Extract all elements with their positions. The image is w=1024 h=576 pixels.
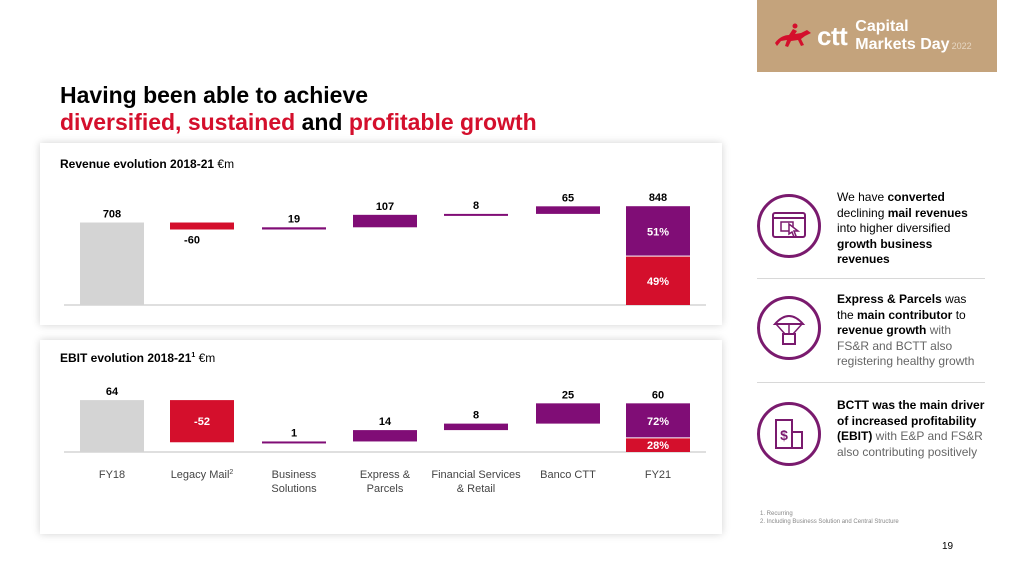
parachute-parcel-icon	[757, 296, 821, 360]
point-converted-revenues: We have converted declining mail revenue…	[757, 190, 985, 280]
bar-final-segment	[626, 438, 690, 452]
category-label: Banco CTT	[540, 469, 596, 481]
category-label: Parcels	[367, 483, 404, 495]
category-label: Business	[272, 469, 317, 481]
point-bctt-driver: $ BCTT was the main driver of increased …	[757, 398, 985, 488]
point-3-text: BCTT was the main driver of increased pr…	[837, 398, 985, 459]
bar-final-segment	[626, 206, 690, 256]
point-1-text: We have converted declining mail revenue…	[837, 190, 968, 266]
ctt-logo-text: ctt	[817, 20, 848, 51]
bar-final-segment	[626, 256, 690, 305]
point-express-parcels: Express & Parcels was the main contribut…	[757, 292, 985, 382]
bar-delta	[262, 441, 326, 444]
divider	[757, 382, 985, 383]
data-label: 65	[562, 192, 574, 204]
segment-share-label: 28%	[647, 440, 669, 452]
segment-share-label: 49%	[647, 276, 669, 288]
revenue-chart-panel	[40, 143, 722, 325]
data-label: 1	[291, 427, 297, 439]
data-label: 19	[288, 213, 300, 225]
category-label: Legacy Mail2	[171, 469, 234, 481]
event-year: 2022	[951, 40, 972, 51]
bar-delta	[353, 214, 417, 228]
brand-banner: ctt Capital Markets Day 2022	[757, 0, 997, 72]
bar-delta	[536, 206, 600, 214]
bank-building-icon: $	[757, 402, 821, 466]
revenue-chart-title: Revenue evolution 2018-21 €m	[60, 157, 235, 171]
ebit-chart-title: EBIT evolution 2018-211 €m	[60, 351, 216, 365]
category-label: Solutions	[271, 483, 317, 495]
data-label: 14	[379, 416, 392, 428]
bar-delta	[262, 227, 326, 230]
category-label: Express &	[360, 469, 411, 481]
bar-delta	[536, 403, 600, 424]
point-2-text: Express & Parcels was the main contribut…	[837, 292, 975, 368]
page-number: 19	[942, 541, 954, 552]
event-name: Capital Markets Day 2022	[855, 17, 972, 53]
segment-share-label: 51%	[647, 226, 669, 238]
bar-delta	[170, 400, 234, 443]
bar-delta	[170, 222, 234, 230]
segment-share-label: 72%	[647, 416, 669, 428]
data-label: -60	[184, 235, 200, 247]
bar-delta	[444, 423, 508, 431]
divider	[757, 278, 985, 279]
horse-rider-logo-icon	[775, 23, 811, 47]
data-label: 848	[649, 192, 667, 204]
data-label: 708	[103, 209, 121, 221]
footnotes: 1. Recurring 2. Including Business Solut…	[760, 511, 899, 525]
category-label: FY18	[99, 469, 125, 481]
page-title: Having been able to achieve diversified,…	[60, 82, 537, 135]
bar-fy18	[80, 222, 144, 305]
bar-fy18	[80, 400, 144, 452]
data-label: 107	[376, 201, 394, 213]
data-label: -52	[194, 416, 210, 428]
waterfall-charts: 708 -60 19 107 8 65 51% 49% 848 64 -52 1 14 8 25 72% 28%…	[64, 192, 706, 495]
svg-text:$: $	[780, 427, 788, 443]
category-label: & Retail	[457, 483, 496, 495]
data-label: 25	[562, 389, 574, 401]
data-label: 8	[473, 200, 479, 212]
bar-delta	[353, 430, 417, 442]
category-label: FY21	[645, 469, 671, 481]
data-label: 64	[106, 386, 119, 398]
hand-click-browser-icon	[757, 194, 821, 258]
data-label: 60	[652, 389, 664, 401]
category-label: Financial Services	[431, 469, 521, 481]
bar-final-segment	[626, 403, 690, 438]
bar-delta	[444, 213, 508, 216]
data-label: 8	[473, 410, 479, 422]
